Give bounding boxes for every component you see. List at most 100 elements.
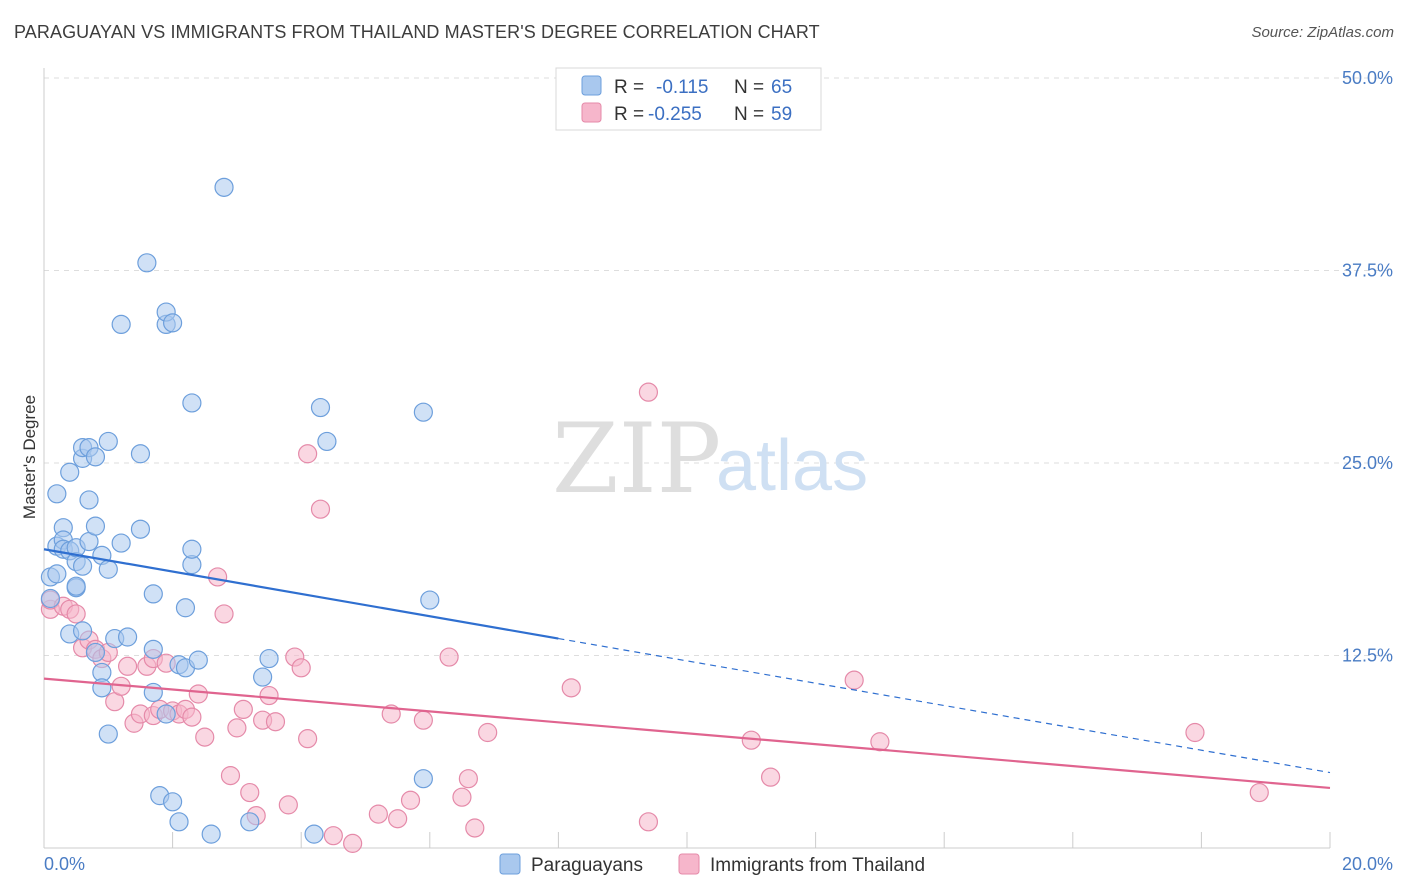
data-point-paraguayans: [304, 824, 324, 844]
data-point-thailand: [561, 678, 581, 698]
data-point-thailand: [638, 812, 659, 832]
data-point-paraguayans: [240, 812, 260, 832]
y-tick-label: 25.0%: [1342, 453, 1393, 473]
data-point-thailand: [66, 604, 86, 624]
x-tick-label-min: 0.0%: [44, 854, 85, 874]
data-point-thailand: [220, 766, 241, 786]
data-point-thailand: [188, 684, 208, 704]
data-point-paraguayans: [85, 642, 106, 663]
data-point-paraguayans: [85, 516, 106, 536]
bottom-legend-thailand: Immigrants from Thailand: [710, 855, 925, 876]
data-point-paraguayans: [111, 533, 131, 553]
data-point-thailand: [478, 722, 498, 743]
data-point-paraguayans: [72, 556, 93, 576]
data-point-paraguayans: [188, 650, 208, 670]
watermark: ZIP atlas: [552, 403, 868, 515]
trend-lines: [43, 548, 1331, 790]
data-point-paraguayans: [143, 682, 163, 703]
data-point-paraguayans: [98, 559, 118, 579]
data-point-paraguayans: [420, 590, 440, 610]
data-point-thailand: [310, 499, 331, 519]
data-point-thailand: [413, 710, 433, 730]
y-tick-label: 37.5%: [1342, 261, 1393, 281]
data-point-thailand: [343, 833, 363, 853]
data-point-paraguayans: [130, 444, 151, 464]
data-point-paraguayans: [163, 792, 183, 812]
x-axis-ticks: [43, 832, 1331, 848]
x-tick-label-max: 20.0%: [1342, 854, 1393, 874]
data-point-thailand: [452, 787, 472, 807]
data-point-thailand: [298, 444, 318, 464]
data-point-paraguayans: [310, 397, 331, 418]
data-point-thailand: [195, 727, 215, 747]
data-point-paraguayans: [182, 393, 202, 413]
y-axis-label: Master's Degree: [20, 395, 39, 519]
data-point-paraguayans: [253, 667, 273, 687]
trend-line-paraguayans-extension: [558, 637, 1331, 774]
data-point-paraguayans: [137, 253, 157, 273]
data-point-thailand: [439, 647, 459, 667]
data-point-paraguayans: [92, 678, 112, 698]
gridlines: [44, 77, 1392, 656]
y-tick-label: 50.0%: [1342, 68, 1393, 88]
data-point-thailand: [259, 685, 279, 706]
data-point-thailand: [400, 790, 421, 810]
data-point-thailand: [323, 826, 343, 846]
y-tick-label: 12.5%: [1342, 646, 1393, 666]
data-point-thailand: [240, 782, 260, 803]
data-point-thailand: [214, 604, 234, 624]
data-point-paraguayans: [169, 812, 189, 832]
data-point-paraguayans: [143, 584, 163, 604]
data-point-paraguayans: [72, 621, 93, 641]
series-paraguayans-points: [40, 177, 440, 844]
data-point-paraguayans: [117, 627, 138, 647]
data-point-thailand: [182, 707, 202, 727]
data-point-paraguayans: [413, 402, 433, 422]
legend-n-label-1: N =: [734, 77, 764, 98]
data-point-paraguayans: [259, 648, 279, 669]
data-point-paraguayans: [182, 539, 202, 559]
bottom-legend-paraguayans: Paraguayans: [531, 855, 643, 876]
data-point-thailand: [1185, 722, 1205, 743]
trend-line-thailand: [43, 677, 1331, 790]
data-point-thailand: [233, 699, 253, 720]
data-point-paraguayans: [85, 447, 106, 467]
data-point-paraguayans: [47, 564, 67, 584]
data-point-paraguayans: [175, 598, 196, 618]
data-point-paraguayans: [156, 704, 176, 724]
data-point-paraguayans: [163, 313, 183, 333]
legend-r-value-2: -0.255: [648, 104, 702, 125]
legend-n-value-1: 65: [771, 77, 792, 98]
data-point-paraguayans: [413, 769, 433, 789]
data-point-paraguayans: [143, 639, 163, 659]
data-point-thailand: [638, 382, 659, 402]
data-point-paraguayans: [201, 824, 221, 844]
watermark-atlas: atlas: [716, 426, 868, 506]
legend-n-label-2: N =: [734, 104, 764, 125]
series-legend: Paraguayans Immigrants from Thailand: [499, 853, 925, 876]
data-point-paraguayans: [111, 314, 131, 334]
data-point-thailand: [760, 767, 781, 787]
bottom-legend-swatch-paraguayans: [499, 853, 521, 875]
data-point-thailand: [291, 658, 311, 678]
legend-swatch-blue: [581, 75, 602, 96]
watermark-zip: ZIP: [552, 403, 721, 515]
data-point-paraguayans: [40, 588, 61, 609]
data-point-paraguayans: [130, 519, 151, 539]
data-point-thailand: [368, 804, 388, 824]
data-point-thailand: [465, 818, 485, 838]
data-point-thailand: [208, 567, 228, 587]
trend-line-paraguayans: [43, 548, 559, 640]
chart-title: PARAGUAYAN VS IMMIGRANTS FROM THAILAND M…: [14, 22, 820, 42]
data-point-paraguayans: [66, 576, 86, 596]
legend-r-label-2: R =: [614, 104, 644, 125]
source-label: Source: ZipAtlas.com: [1251, 24, 1394, 41]
data-point-thailand: [265, 712, 286, 732]
legend-swatch-pink: [581, 102, 602, 123]
data-point-paraguayans: [60, 462, 80, 482]
data-point-paraguayans: [98, 431, 118, 452]
data-point-paraguayans: [98, 724, 118, 744]
data-point-thailand: [278, 795, 298, 815]
y-tick-labels: 12.5% 25.0% 37.5% 50.0%: [1342, 68, 1393, 666]
legend-r-label-1: R =: [614, 77, 644, 98]
